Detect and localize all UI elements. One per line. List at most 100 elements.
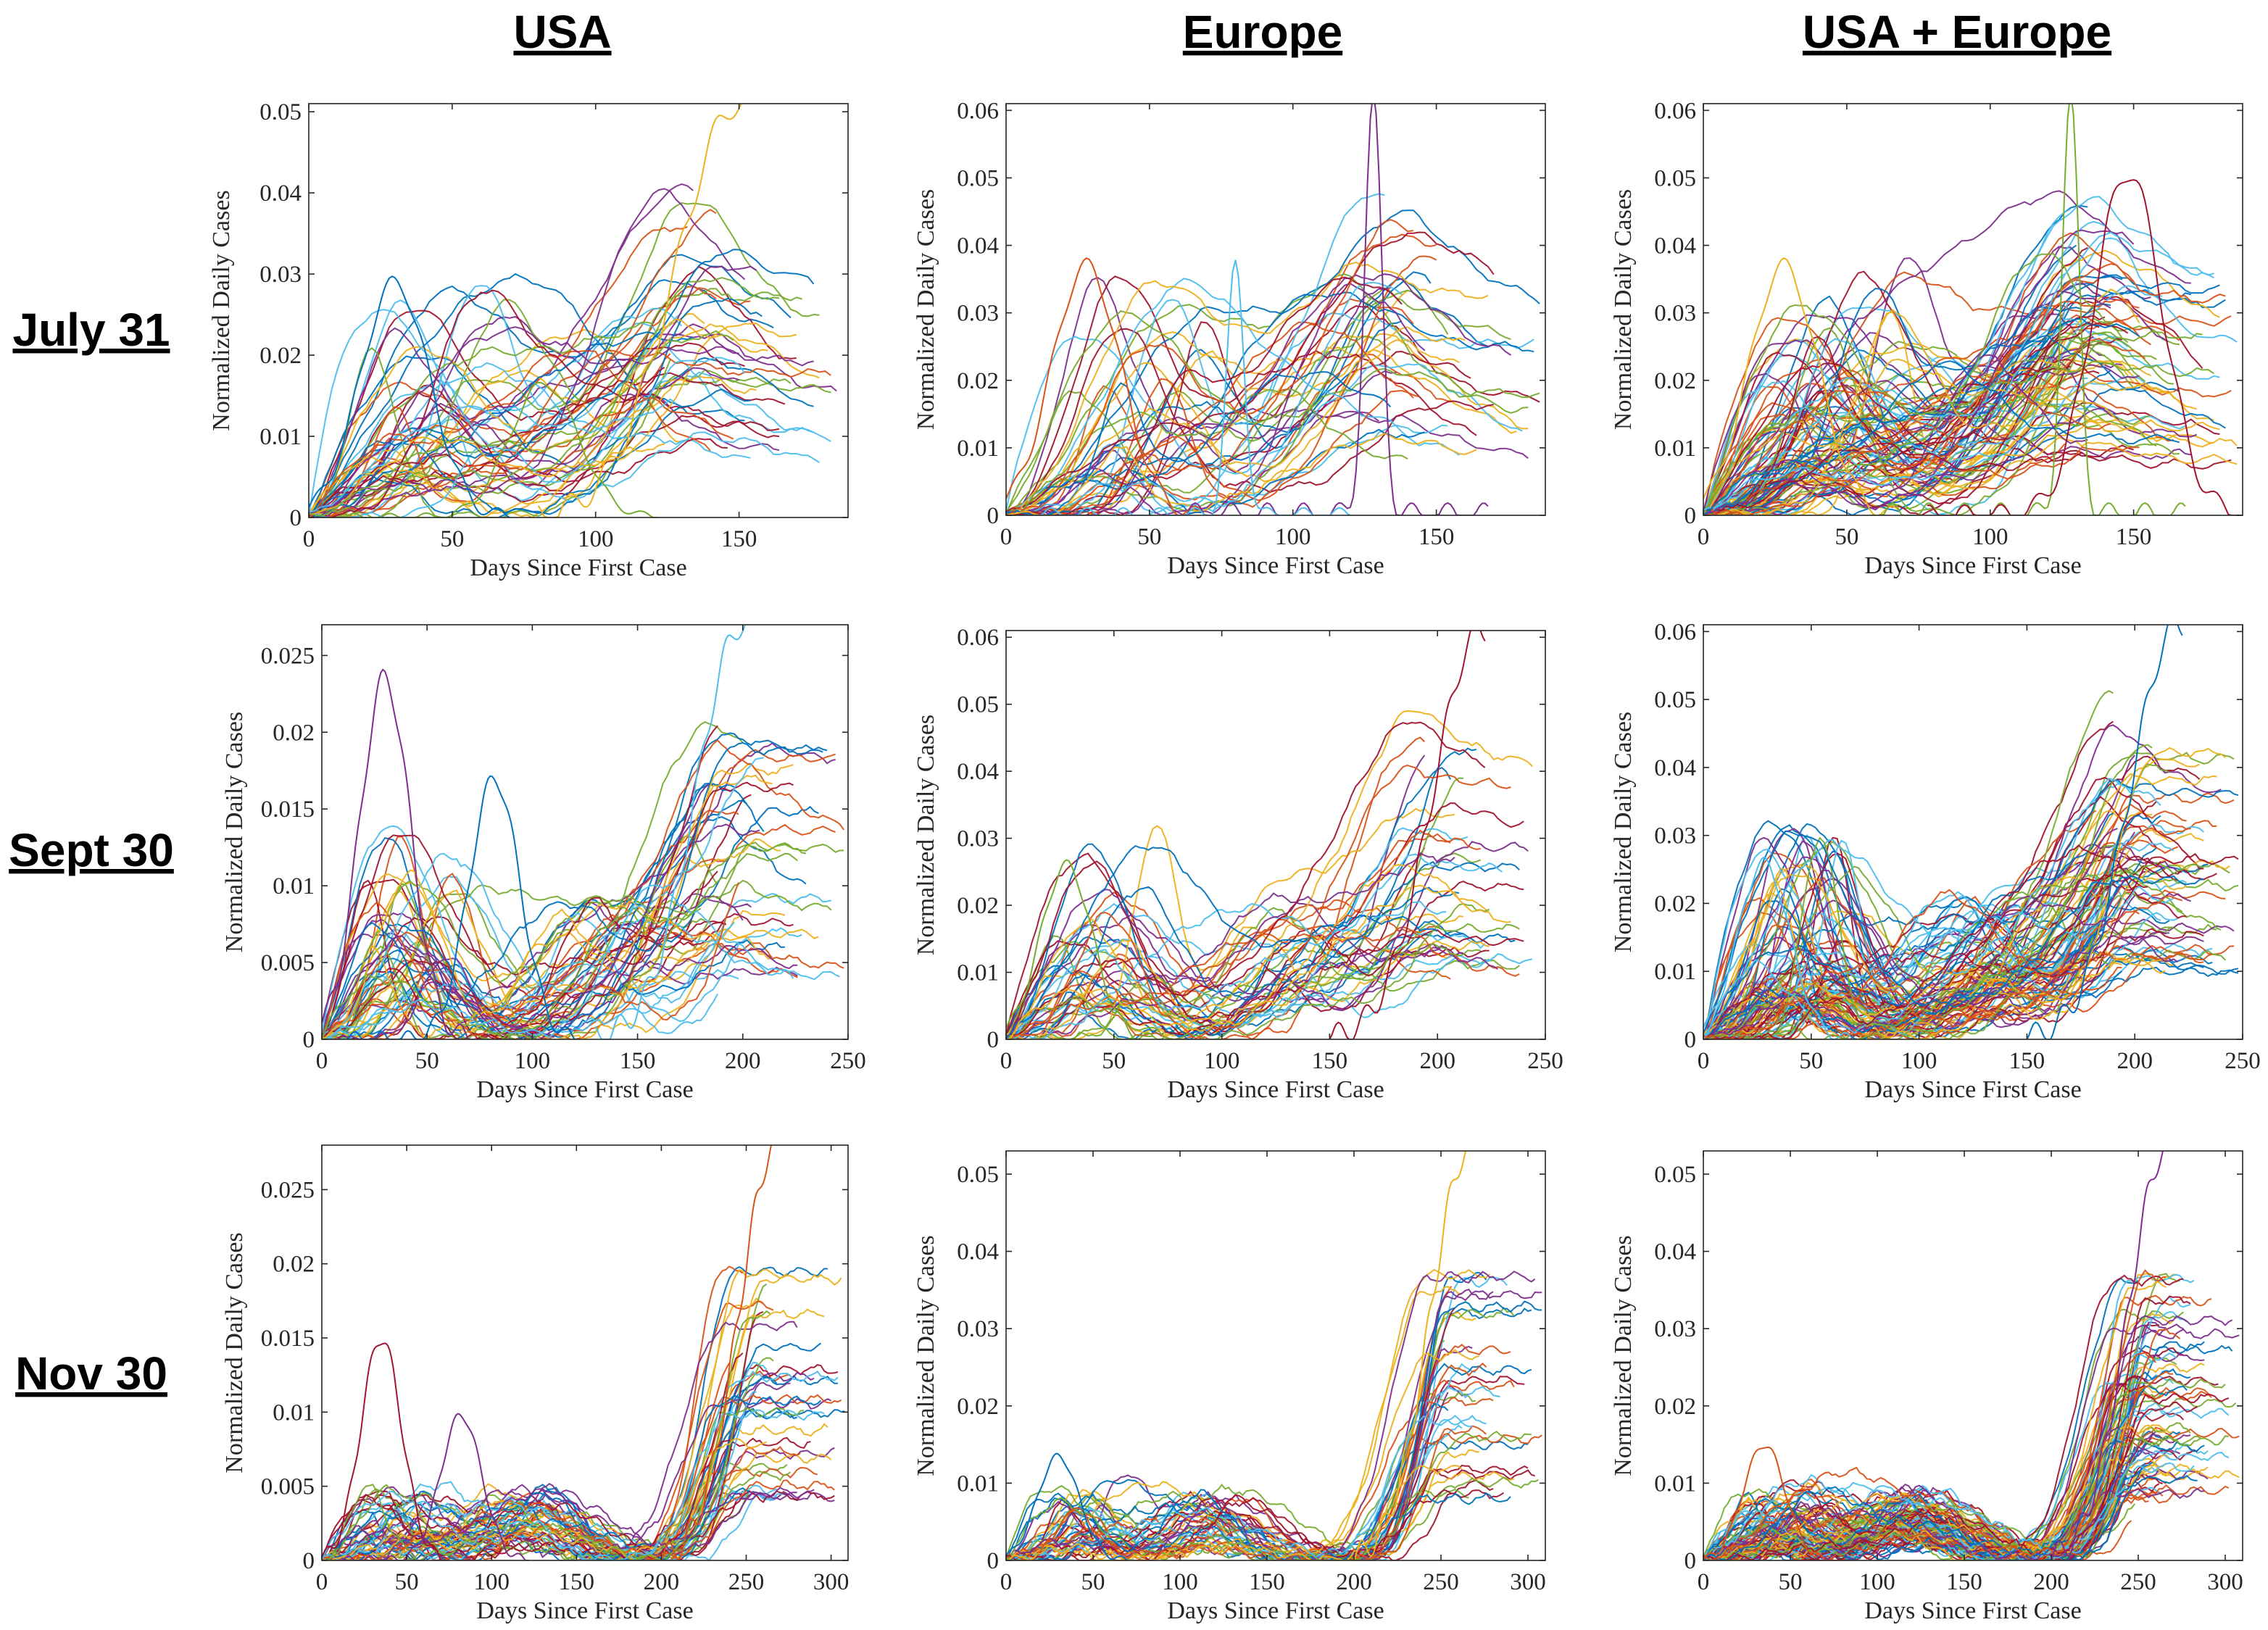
series-late-surge-max bbox=[1329, 631, 1486, 1039]
series-line bbox=[1703, 289, 2111, 515]
x-axis-label: Days Since First Case bbox=[476, 1597, 693, 1624]
x-tick-label: 0 bbox=[1698, 1569, 1710, 1595]
y-tick-label: 0.01 bbox=[1654, 436, 1696, 462]
series-line bbox=[1006, 1363, 1532, 1560]
series-line bbox=[1703, 1436, 2201, 1560]
x-tick-label: 0 bbox=[1000, 1048, 1013, 1074]
series-line bbox=[1703, 358, 2123, 515]
y-tick-label: 0 bbox=[1685, 1548, 1697, 1574]
x-tick-label: 0 bbox=[303, 526, 315, 552]
series-line bbox=[322, 844, 807, 1039]
series-line bbox=[1006, 899, 1520, 1039]
series-line bbox=[1703, 1378, 2226, 1560]
y-tick-label: 0.02 bbox=[957, 368, 999, 394]
series-line bbox=[1703, 1371, 2173, 1560]
row-title-july: July 31 bbox=[12, 304, 170, 356]
series-line bbox=[1006, 1476, 1539, 1560]
series-line bbox=[1703, 779, 2239, 1039]
series-line bbox=[309, 346, 671, 517]
y-tick-label: 0.04 bbox=[957, 759, 999, 785]
x-axis-label: Days Since First Case bbox=[476, 1076, 693, 1103]
x-tick-label: 250 bbox=[2225, 1048, 2261, 1074]
y-tick-label: 0.06 bbox=[1654, 98, 1696, 124]
x-tick-label: 250 bbox=[830, 1048, 866, 1074]
series-line bbox=[1703, 876, 2110, 1039]
series-group bbox=[322, 625, 845, 1039]
series-line bbox=[1006, 328, 1494, 515]
y-tick-label: 0.015 bbox=[261, 797, 315, 823]
series-line bbox=[1703, 1445, 2164, 1560]
x-tick-label: 250 bbox=[1527, 1048, 1563, 1074]
y-tick-label: 0 bbox=[987, 1027, 1000, 1053]
series-late-surge-max bbox=[537, 104, 742, 517]
series-line bbox=[1006, 844, 1438, 1039]
y-tick-label: 0.05 bbox=[259, 99, 302, 125]
axes-box bbox=[321, 1144, 849, 1561]
series-line bbox=[1703, 1462, 2195, 1560]
series-line bbox=[1006, 1464, 1463, 1560]
series-line bbox=[1006, 721, 1486, 1039]
series-line bbox=[322, 757, 764, 1039]
series-line bbox=[309, 330, 734, 517]
x-tick-label: 50 bbox=[415, 1048, 439, 1074]
row-title-nov: Nov 30 bbox=[15, 1347, 167, 1400]
x-tick-label: 250 bbox=[2120, 1569, 2156, 1595]
axes-box bbox=[1703, 1150, 2243, 1561]
x-tick-label: 100 bbox=[1204, 1048, 1240, 1074]
series-spike bbox=[1869, 104, 2186, 515]
series-line bbox=[309, 331, 694, 517]
series-line bbox=[322, 1409, 825, 1560]
series-line bbox=[322, 841, 844, 1039]
series-early-peak bbox=[1703, 856, 1851, 1039]
x-tick-label: 200 bbox=[1336, 1569, 1372, 1595]
series-line bbox=[1006, 907, 1520, 1039]
series-line bbox=[322, 1486, 815, 1559]
series-line bbox=[1006, 829, 1481, 1039]
series-line bbox=[1006, 336, 1523, 512]
x-tick-label: 150 bbox=[1312, 1048, 1348, 1074]
axes-box bbox=[1703, 624, 2243, 1040]
x-tick-label: 100 bbox=[1972, 524, 2009, 550]
series-line bbox=[322, 835, 718, 1039]
series-line bbox=[1703, 1449, 2198, 1560]
series-line bbox=[309, 355, 814, 517]
series-mid-bump bbox=[341, 1413, 529, 1560]
y-tick-label: 0.01 bbox=[1654, 1471, 1696, 1497]
x-tick-label: 150 bbox=[2116, 524, 2152, 550]
series-line bbox=[322, 741, 828, 1039]
y-tick-label: 0 bbox=[1685, 503, 1697, 529]
x-tick-label: 200 bbox=[1419, 1048, 1455, 1074]
x-tick-label: 0 bbox=[1000, 524, 1013, 550]
x-axis-label: Days Since First Case bbox=[1864, 1597, 2081, 1624]
y-axis-label: Normalized Daily Cases bbox=[913, 189, 939, 430]
panel-8: 0 50 100 150 200 250 300 0 0.01 0.02 0.03 0.04 0.05 D… bbox=[1610, 1150, 2243, 1624]
series-line bbox=[1006, 1431, 1532, 1560]
x-tick-label: 50 bbox=[1102, 1048, 1126, 1074]
series-line bbox=[1006, 309, 1529, 515]
series-line bbox=[309, 350, 711, 517]
series-line bbox=[1006, 946, 1490, 1039]
x-tick-label: 150 bbox=[559, 1569, 595, 1595]
y-tick-label: 0.05 bbox=[957, 165, 999, 191]
series-line bbox=[322, 721, 744, 1039]
y-tick-label: 0 bbox=[303, 1027, 315, 1053]
series-line bbox=[309, 323, 820, 515]
x-tick-label: 150 bbox=[1249, 1569, 1285, 1595]
series-line bbox=[1703, 322, 2129, 515]
x-axis-label: Days Since First Case bbox=[1167, 1597, 1384, 1624]
series-early-peak bbox=[309, 275, 510, 517]
series-line bbox=[322, 944, 798, 1039]
series-line bbox=[322, 1486, 835, 1559]
series-line bbox=[1006, 884, 1490, 1039]
series-line bbox=[1006, 864, 1511, 1039]
series-line bbox=[1703, 778, 2161, 1039]
series-line bbox=[1006, 389, 1420, 515]
y-tick-label: 0.005 bbox=[261, 1474, 315, 1500]
x-tick-label: 50 bbox=[395, 1569, 419, 1595]
series-line bbox=[322, 783, 710, 1037]
y-tick-label: 0.04 bbox=[1654, 1239, 1696, 1265]
series-group bbox=[309, 104, 837, 517]
series-line bbox=[322, 799, 748, 1036]
y-tick-label: 0.05 bbox=[1654, 1162, 1696, 1188]
x-tick-label: 0 bbox=[316, 1048, 328, 1074]
